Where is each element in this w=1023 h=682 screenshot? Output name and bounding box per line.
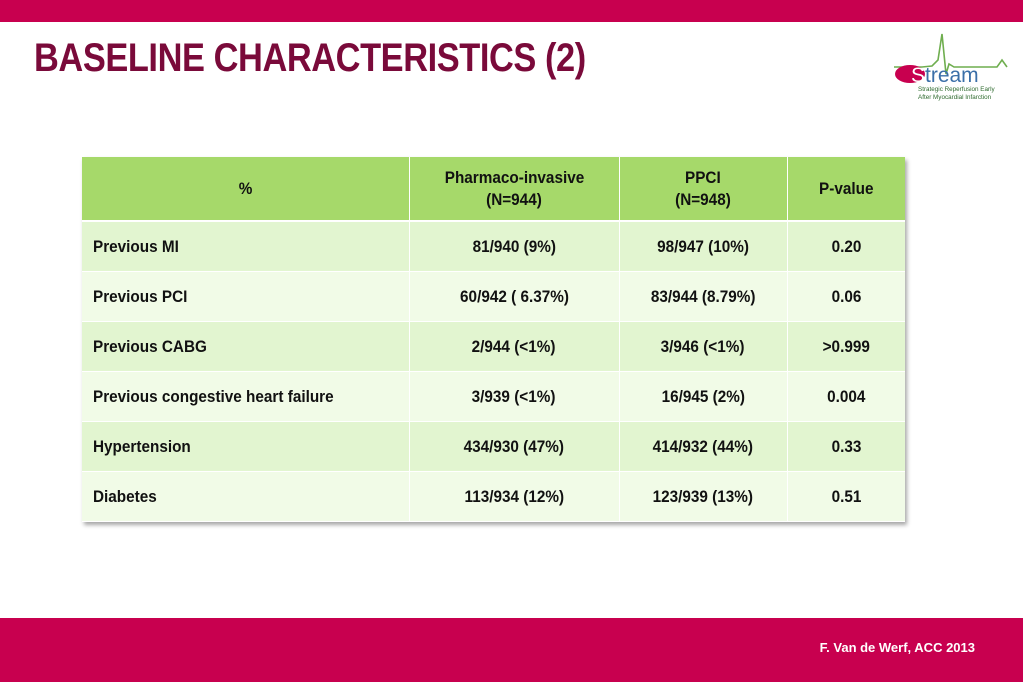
cell-ppci: 123/939 (13%) [619,471,788,522]
cell-pharmaco-invasive: 60/942 ( 6.37%) [409,271,620,322]
cell-pharmaco-invasive: 2/944 (<1%) [409,321,620,372]
cell-p-value: 0.20 [787,221,905,272]
row-label: Diabetes [82,471,410,522]
bottom-accent-bar [0,618,1023,682]
header-percent: % [82,157,410,222]
cell-p-value: 0.51 [787,471,905,522]
table-row: Previous PCI 60/942 ( 6.37%) 83/944 (8.7… [82,271,905,322]
cell-pharmaco-invasive: 81/940 (9%) [409,221,620,272]
cell-ppci: 414/932 (44%) [619,421,788,472]
row-label: Previous congestive heart failure [82,371,410,422]
header-ppci: PPCI (N=948) [619,157,788,222]
table-row: Hypertension 434/930 (47%) 414/932 (44%)… [82,421,905,472]
cell-ppci: 3/946 (<1%) [619,321,788,372]
heartbeat-logo-icon: S tream [894,33,1008,87]
cell-ppci: 16/945 (2%) [619,371,788,422]
logo-tagline-line2: After Myocardial Infarction [918,94,992,101]
row-label: Hypertension [82,421,410,472]
row-label: Previous MI [82,221,410,272]
stream-logo: S tream [892,30,1022,105]
table-row: Diabetes 113/934 (12%) 123/939 (13%) 0.5… [82,471,905,522]
table-row: Previous MI 81/940 (9%) 98/947 (10%) 0.2… [82,221,905,272]
cell-pharmaco-invasive: 434/930 (47%) [409,421,620,472]
cell-p-value: 0.06 [787,271,905,322]
baseline-table-container: % Pharmaco-invasive (N=944) PPCI (N=948)… [82,157,905,522]
baseline-characteristics-table: % Pharmaco-invasive (N=944) PPCI (N=948)… [82,157,905,522]
header-p-value: P-value [787,157,905,222]
logo-tagline-line1: Strategic Reperfusion Early [918,86,995,93]
table-header-row: % Pharmaco-invasive (N=944) PPCI (N=948)… [82,157,905,222]
footer-citation: F. Van de Werf, ACC 2013 [819,640,975,655]
cell-p-value: 0.33 [787,421,905,472]
cell-ppci: 83/944 (8.79%) [619,271,788,322]
row-label: Previous CABG [82,321,410,372]
top-accent-bar [0,0,1023,22]
cell-p-value: >0.999 [787,321,905,372]
cell-ppci: 98/947 (10%) [619,221,788,272]
table-row: Previous CABG 2/944 (<1%) 3/946 (<1%) >0… [82,321,905,372]
cell-p-value: 0.004 [787,371,905,422]
logo-wordmark-s: S [911,64,925,87]
cell-pharmaco-invasive: 113/934 (12%) [409,471,620,522]
row-label: Previous PCI [82,271,410,322]
logo-wordmark-rest: tream [925,64,979,87]
cell-pharmaco-invasive: 3/939 (<1%) [409,371,620,422]
slide-title: BASELINE CHARACTERISTICS (2) [34,36,586,80]
header-pharmaco-invasive: Pharmaco-invasive (N=944) [409,157,620,222]
table-row: Previous congestive heart failure 3/939 … [82,371,905,422]
logo-tagline: Strategic Reperfusion Early After Myocar… [918,86,995,102]
